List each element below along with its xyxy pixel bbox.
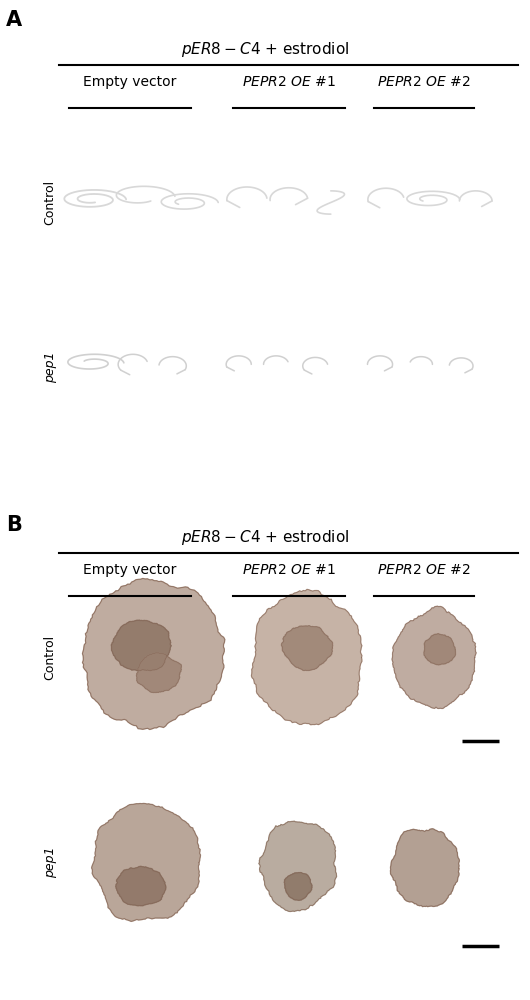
Polygon shape [284,873,312,900]
Polygon shape [392,606,476,709]
Text: pep1: pep1 [43,352,57,383]
Text: $\it{pER8-C4}$ + estrodiol: $\it{pER8-C4}$ + estrodiol [181,40,349,59]
Text: $\it{PEPR2\ OE}$ #1: $\it{PEPR2\ OE}$ #1 [242,75,336,89]
Polygon shape [281,626,333,670]
Text: Empty vector: Empty vector [83,563,176,577]
Text: Empty vector: Empty vector [83,75,176,89]
Polygon shape [83,578,225,729]
Polygon shape [259,821,337,911]
Text: $\it{PEPR2\ OE}$ #1: $\it{PEPR2\ OE}$ #1 [242,563,336,577]
Text: Control: Control [43,635,57,680]
Polygon shape [92,803,200,921]
Text: pep1: pep1 [43,847,57,878]
Text: Control: Control [43,180,57,225]
Polygon shape [111,620,171,671]
Text: $\it{pER8-C4}$ + estrodiol: $\it{pER8-C4}$ + estrodiol [181,528,349,547]
Polygon shape [116,866,166,906]
Polygon shape [424,634,455,665]
Text: A: A [6,10,22,30]
Text: $\it{PEPR2\ OE}$ #2: $\it{PEPR2\ OE}$ #2 [377,75,471,89]
Polygon shape [391,829,460,907]
Text: $\it{PEPR2\ OE}$ #2: $\it{PEPR2\ OE}$ #2 [377,563,471,577]
Polygon shape [136,653,181,693]
Text: B: B [6,515,22,535]
Polygon shape [251,589,362,725]
